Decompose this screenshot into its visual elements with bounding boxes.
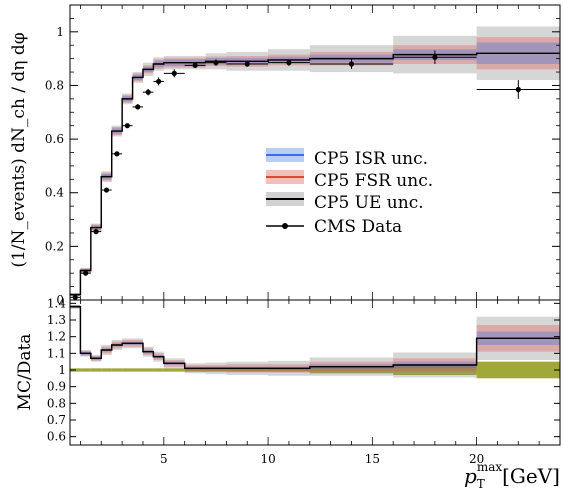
data-point-0	[72, 294, 78, 300]
legend-label-isr: CP5 ISR unc.	[314, 149, 428, 169]
data-point-7	[145, 89, 151, 95]
ratio-data-band-14	[309, 366, 394, 374]
x-axis-label: pTmax[GeV]	[464, 460, 560, 491]
legend-label-data: CMS Data	[314, 217, 402, 237]
main-ytick-label-4: 0.8	[45, 78, 64, 92]
main-panel: 0 0.2 0.4 0.6 0.8 1 (1/N_events) dN_ch / dη d…	[9, 4, 561, 307]
main-ytick-label-2: 0.4	[45, 186, 64, 200]
ratio-data-band-3	[101, 368, 112, 372]
ratio-ytick-label-2: 0.8	[47, 396, 66, 410]
ratio-data-band-13	[268, 368, 310, 372]
data-point-12	[244, 61, 250, 67]
main-line-2	[70, 52, 560, 296]
ratio-axis-ticks: 0.6 0.7 0.8 0.9 1 1.1 1.2 1.3 1.4 5 10 15 20	[47, 296, 561, 466]
legend: CP5 ISR unc. CP5 FSR unc. CP5 UE unc. CM…	[266, 148, 433, 237]
ratio-ytick-label-7: 1.3	[47, 313, 66, 327]
data-point-10	[192, 62, 198, 68]
ratio-data-band-1	[80, 368, 91, 372]
ratio-ytick-label-3: 0.9	[47, 380, 66, 394]
ratio-xtick-label-3: 20	[469, 452, 484, 466]
data-point-3	[103, 187, 110, 193]
ratio-ytick-label-6: 1.2	[47, 330, 66, 344]
data-point-16	[515, 86, 521, 93]
data-point-2	[93, 229, 99, 235]
main-axis-ticks: 0 0.2 0.4 0.6 0.8 1	[45, 5, 561, 307]
ratio-data-band-8	[153, 368, 164, 372]
main-mc-lines	[70, 52, 560, 296]
data-point-6	[135, 104, 141, 110]
ratio-y-axis-label: MC/Data	[15, 334, 35, 411]
ratio-ytick-label-4: 1	[58, 363, 66, 377]
ratio-data-band-5	[122, 368, 133, 372]
legend-label-fsr: CP5 FSR unc.	[314, 171, 433, 191]
ratio-data-band-16	[476, 361, 560, 379]
ratio-data-band-2	[90, 368, 102, 372]
ratio-data-band-9	[163, 368, 185, 372]
ratio-panel: 0.6 0.7 0.8 0.9 1 1.1 1.2 1.3 1.4 5 10 15 20 MC/Data…	[15, 296, 561, 491]
main-data-points	[70, 50, 560, 300]
ratio-line-2	[70, 305, 560, 370]
main-ytick-label-1: 0.2	[45, 239, 64, 253]
ratio-xtick-label-0: 5	[160, 452, 168, 466]
data-point-14	[348, 61, 355, 67]
data-point-4	[114, 151, 120, 157]
ratio-ytick-label-0: 0.6	[47, 430, 66, 444]
ratio-data-band-12	[226, 368, 269, 372]
data-point-9	[171, 70, 177, 76]
ratio-mc-lines	[70, 305, 560, 370]
data-point-13	[286, 60, 292, 66]
ratio-ytick-label-5: 1.1	[47, 346, 66, 360]
data-point-5	[124, 123, 130, 129]
ratio-data-band-6	[132, 368, 143, 372]
ratio-data-band-10	[184, 368, 206, 372]
ratio-data-band-7	[142, 368, 154, 372]
main-ytick-label-0: 0	[56, 293, 64, 307]
main-ytick-label-5: 1	[56, 25, 64, 39]
data-point-15	[432, 54, 438, 60]
ratio-ytick-label-8: 1.4	[47, 296, 66, 310]
main-ytick-label-3: 0.6	[45, 132, 64, 146]
ratio-data-band-4	[111, 368, 123, 372]
data-point-8	[156, 78, 162, 85]
data-point-1	[83, 270, 89, 276]
data-point-11	[213, 60, 219, 66]
ratio-xtick-label-2: 15	[365, 452, 380, 466]
ratio-data-band-11	[205, 368, 227, 372]
legend-label-ue: CP5 UE unc.	[314, 193, 424, 213]
main-y-axis-label: (1/N_events) dN_ch / dη dφ	[9, 32, 29, 267]
legend-marker-data	[282, 223, 288, 229]
ratio-xtick-label-1: 10	[260, 452, 275, 466]
ratio-data-band-15	[393, 365, 477, 375]
ratio-ytick-label-1: 0.7	[47, 413, 66, 427]
ratio-plot-frame	[69, 299, 561, 446]
